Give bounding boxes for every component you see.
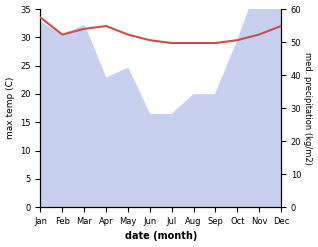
Y-axis label: med. precipitation (kg/m2): med. precipitation (kg/m2) — [303, 52, 313, 165]
X-axis label: date (month): date (month) — [125, 231, 197, 242]
Y-axis label: max temp (C): max temp (C) — [5, 77, 15, 139]
